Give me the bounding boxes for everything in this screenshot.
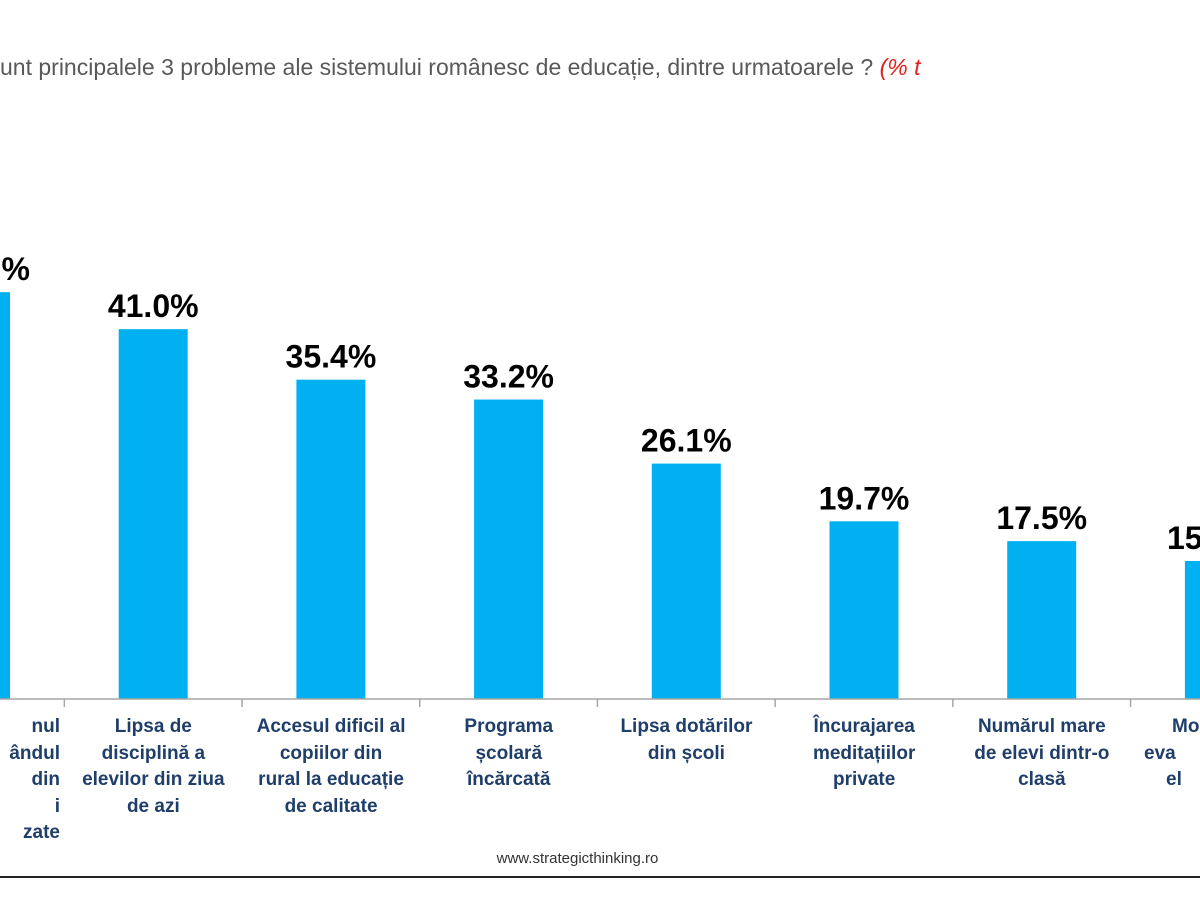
label-line: din școli — [647, 742, 725, 764]
label-line: din — [31, 769, 61, 790]
label-line: școlară — [475, 742, 543, 764]
label-line: ândul — [9, 742, 60, 764]
label-line: clasă — [1018, 769, 1066, 790]
chart-title: unt principalele 3 probleme ale sistemul… — [0, 54, 920, 81]
bar — [1184, 560, 1200, 699]
label-line: disciplină a — [101, 742, 206, 764]
category-label: Mo eva el — [1144, 714, 1200, 794]
label-line: încărcată — [467, 769, 551, 790]
bar — [474, 399, 544, 699]
label-line: Numărul mare — [977, 716, 1106, 737]
value-label: 35.4% — [286, 339, 377, 375]
label-line: Încurajarea — [813, 716, 915, 737]
label-line: Lipsa de — [114, 716, 192, 737]
footer-url: www.strategicthinking.ro — [496, 850, 659, 867]
value-label: 41.0% — [108, 288, 199, 324]
category-label: nul ândul din i zate — [9, 714, 60, 847]
label-line: eva — [1144, 742, 1176, 764]
title-note: (% t — [879, 54, 921, 80]
bar — [296, 379, 366, 699]
value-label: % — [2, 251, 30, 287]
label-line: Programa — [464, 716, 554, 737]
category-label: Încurajarea meditațiilor private — [775, 714, 953, 794]
label-line: private — [832, 769, 896, 790]
label-line: rural la educație — [258, 769, 404, 790]
label-line: nul — [31, 716, 61, 737]
label-line: zate — [23, 822, 60, 843]
value-label: 33.2% — [463, 359, 554, 395]
value-label: 19.7% — [819, 480, 910, 516]
category-label: Lipsa de disciplină a elevilor din ziua de … — [64, 714, 242, 820]
bar — [0, 292, 10, 699]
category-label: Programa școlară încărcată — [420, 714, 598, 794]
category-label: Numărul mare de elevi dintr-o clasă — [953, 714, 1131, 794]
bar — [651, 463, 721, 699]
title-text: unt principalele 3 probleme ale sistemul… — [0, 54, 880, 80]
label-line: de azi — [126, 795, 180, 817]
category-label: Lipsa dotărilor din școli — [597, 714, 775, 767]
bar — [829, 521, 899, 699]
value-label: 17.5% — [996, 500, 1087, 536]
bar — [118, 329, 188, 699]
label-line: meditațiilor — [812, 742, 916, 764]
label-line: copiilor din — [279, 742, 383, 764]
label-line: Accesul dificil al — [256, 716, 406, 737]
label-line: de calitate — [284, 795, 378, 817]
label-line: el — [1166, 769, 1182, 790]
value-label: 26.1% — [641, 423, 732, 459]
label-line: Mo — [1172, 716, 1200, 737]
category-label: Accesul dificil al copiilor din rural la e… — [242, 714, 420, 820]
divider — [0, 876, 1200, 878]
value-label: 15 — [1167, 520, 1200, 556]
label-line: i — [54, 795, 60, 817]
label-line: elevilor din ziua — [82, 769, 225, 790]
label-line: de elevi dintr-o — [974, 742, 1110, 764]
label-line: Lipsa dotărilor — [620, 716, 753, 737]
bar — [1007, 541, 1077, 699]
